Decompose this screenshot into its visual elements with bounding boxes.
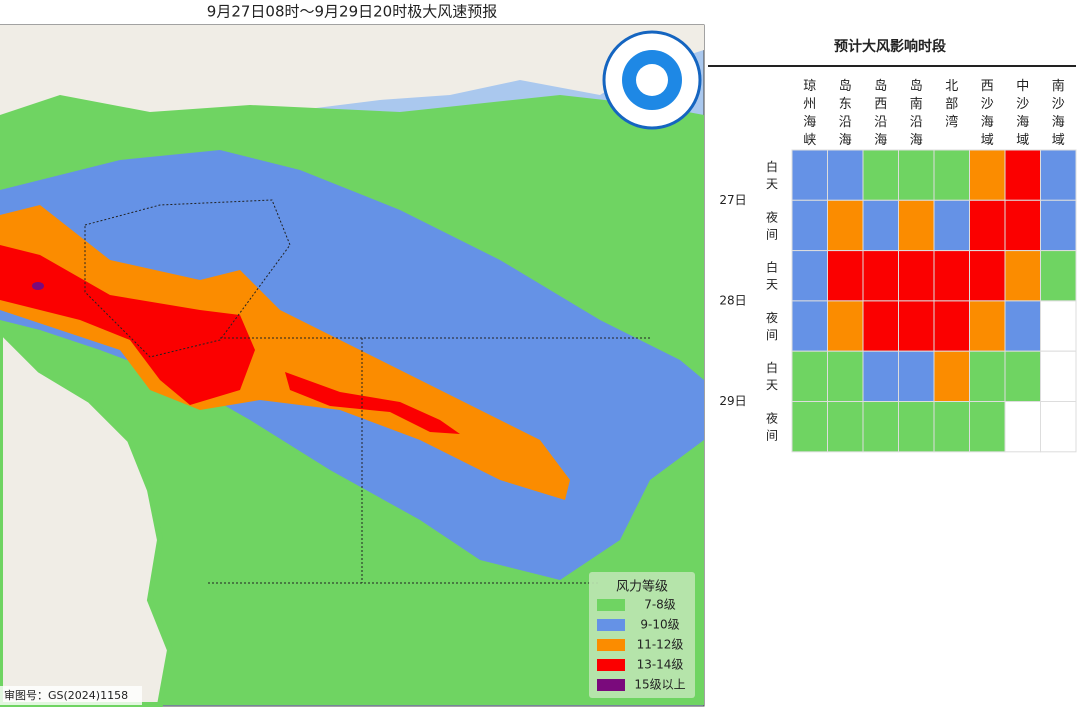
column-header: 岛南沿海 <box>910 78 923 148</box>
column-header: 岛东沿海 <box>839 78 852 148</box>
cell <box>827 401 864 453</box>
column-header-text: 岛东沿海 <box>839 78 852 148</box>
cell <box>862 199 899 252</box>
logo <box>602 30 702 130</box>
column-header-text: 南沙海域 <box>1052 78 1065 148</box>
cell <box>862 149 899 201</box>
cell <box>898 350 935 403</box>
cell <box>898 149 935 201</box>
column-header-text: 岛西沿海 <box>874 78 887 148</box>
cell <box>827 250 864 302</box>
zone-red-2 <box>285 372 460 434</box>
legend-label: 15级以上 <box>634 678 685 692</box>
column-header-text: 岛南沿海 <box>910 78 923 148</box>
cell <box>933 149 970 201</box>
cell <box>791 300 828 352</box>
cell <box>862 350 899 403</box>
footer: 审图号：GS(2024)1158 <box>4 688 128 702</box>
cell <box>862 300 899 352</box>
column-header: 琼州海峡 <box>803 79 816 148</box>
cell <box>791 401 828 453</box>
column-header-text: 琼州海峡 <box>803 79 816 148</box>
cell <box>1004 300 1041 352</box>
column-header: 岛西沿海 <box>874 78 887 148</box>
legend-label: 13-14级 <box>637 658 684 672</box>
cell <box>1040 300 1077 352</box>
cell <box>969 401 1006 453</box>
cell <box>862 401 899 453</box>
cell <box>1004 350 1041 403</box>
cell <box>827 149 864 201</box>
cell <box>933 199 970 252</box>
day-label: 29日 <box>719 394 746 408</box>
cell <box>898 199 935 252</box>
cell <box>1040 350 1077 403</box>
cell <box>933 250 970 302</box>
legend-title: 风力等级 <box>616 579 668 595</box>
period-label: 白天 <box>766 360 778 392</box>
legend-swatch <box>597 599 625 611</box>
cell <box>969 350 1006 403</box>
legend-label: 7-8级 <box>644 598 676 612</box>
column-header: 中沙海域 <box>1016 79 1029 148</box>
cell <box>791 250 828 302</box>
period-label: 白天 <box>766 259 778 291</box>
cell <box>969 199 1006 252</box>
cell <box>933 350 970 403</box>
cell <box>1040 149 1077 201</box>
cell <box>1004 401 1041 453</box>
period-label: 夜间 <box>766 309 778 341</box>
sea-zone-outline <box>84 199 291 358</box>
zone-purple <box>32 282 44 290</box>
footer-bg <box>0 686 142 705</box>
cell <box>862 250 899 302</box>
cell <box>933 300 970 352</box>
column-header: 西沙海域 <box>981 79 994 148</box>
cell <box>969 250 1006 302</box>
cell <box>1040 250 1077 302</box>
map: 风力等级 7-8级 9-10级 11-12级 13-14级 15级以上 审图号：GS(2… <box>0 24 705 707</box>
cell <box>827 350 864 403</box>
map-title: 9月27日08时～9月29日20时极大风速预报 <box>207 3 497 21</box>
legend-swatch <box>597 619 625 631</box>
cell <box>898 401 935 453</box>
cell <box>1040 401 1077 453</box>
cell <box>827 199 864 252</box>
day-label: 27日 <box>719 193 746 207</box>
zone-red <box>0 245 255 405</box>
boundary-lines <box>208 337 650 584</box>
cell <box>933 401 970 453</box>
period-label: 夜间 <box>766 209 778 241</box>
column-header: 北部湾 <box>945 79 958 130</box>
day-label: 28日 <box>719 293 746 307</box>
column-header-text: 西沙海域 <box>981 79 994 148</box>
cell <box>791 350 828 403</box>
cell <box>1004 250 1041 302</box>
table-title: 预计大风影响时段 <box>834 38 946 55</box>
legend-swatch <box>597 679 625 691</box>
legend-swatch <box>597 639 625 651</box>
cell <box>898 250 935 302</box>
period-label: 白天 <box>766 159 778 191</box>
cell <box>1004 199 1041 252</box>
land-north <box>0 25 704 180</box>
legend-label: 11-12级 <box>637 638 684 652</box>
cell <box>1040 199 1077 252</box>
column-header-text: 中沙海域 <box>1016 79 1029 148</box>
column-header: 南沙海域 <box>1052 78 1065 148</box>
cell <box>791 199 828 252</box>
cell <box>898 300 935 352</box>
cell <box>1004 149 1041 201</box>
cell <box>969 300 1006 352</box>
column-header-text: 北部湾 <box>945 79 958 130</box>
cell <box>827 300 864 352</box>
legend-swatch <box>597 659 625 671</box>
cell <box>791 149 828 201</box>
legend-label: 9-10级 <box>640 618 679 632</box>
cell <box>969 149 1006 201</box>
period-label: 夜间 <box>766 410 778 442</box>
